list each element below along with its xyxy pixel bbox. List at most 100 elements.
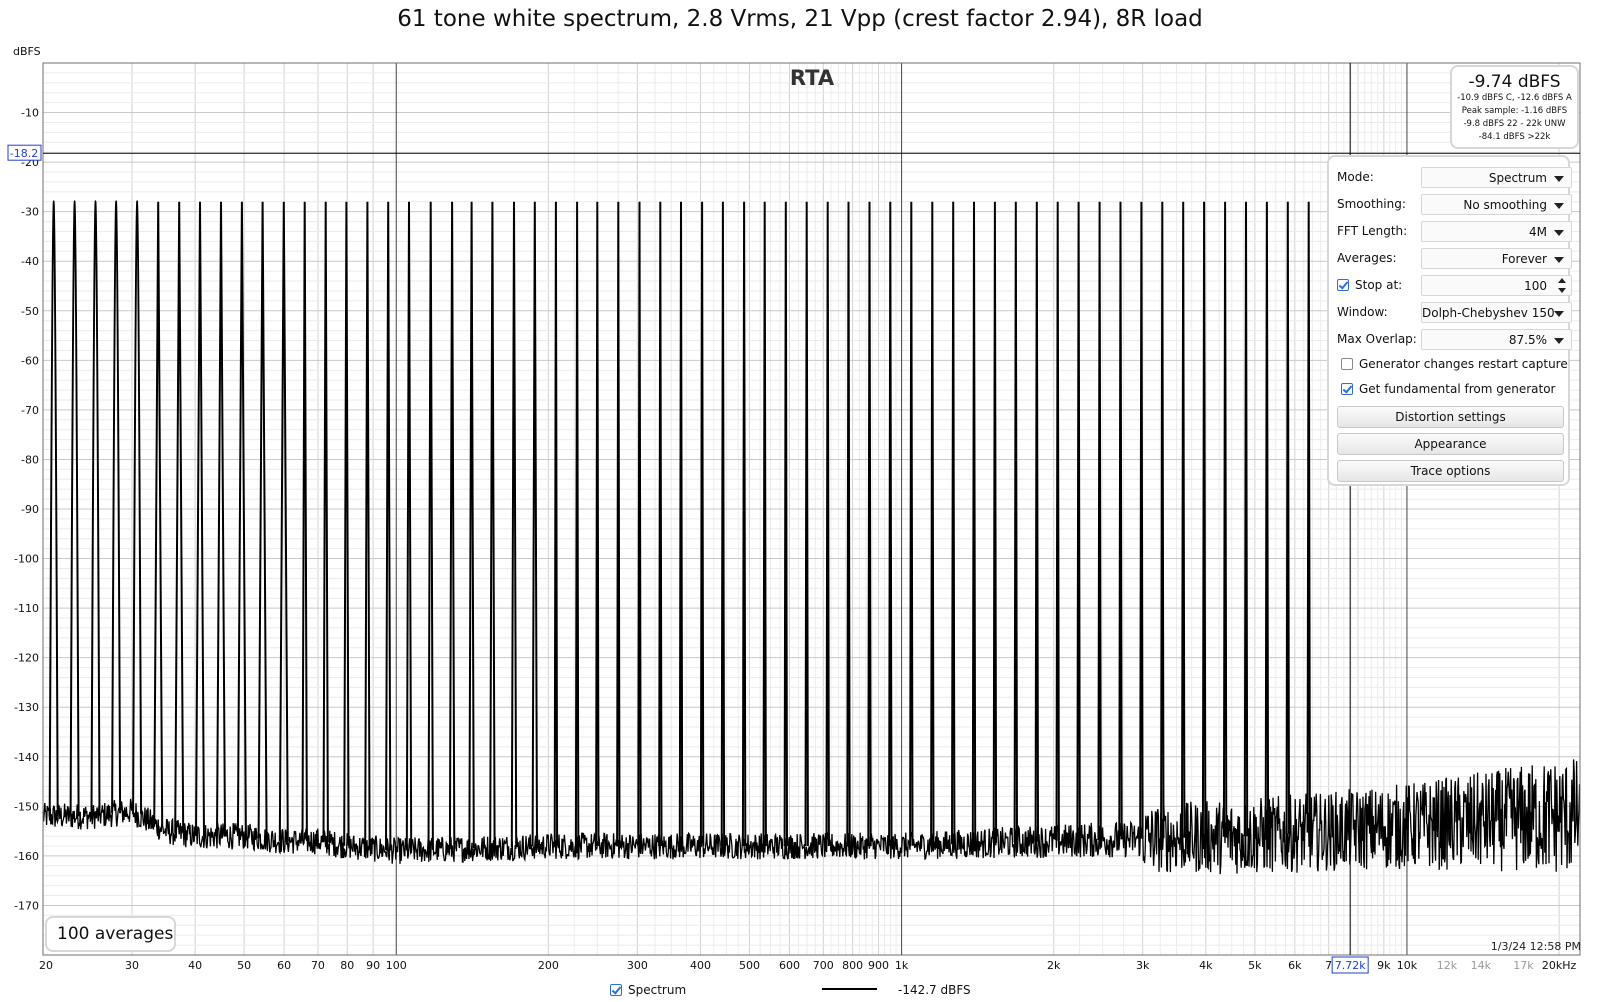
tone-peak xyxy=(1055,201,1060,841)
tone-peak xyxy=(1097,201,1102,840)
legend-spectrum-checkbox[interactable] xyxy=(610,984,622,996)
y-tick-label: -80 xyxy=(21,453,39,466)
tone-peak xyxy=(637,201,642,847)
legend-level: -142.7 dBFS xyxy=(898,983,971,997)
mode-label: Mode: xyxy=(1337,170,1374,184)
tone-peak xyxy=(1243,201,1249,837)
x-tick-label: 7 xyxy=(1325,959,1332,972)
stop-at-label: Stop at: xyxy=(1355,278,1403,292)
x-tick-label: 30 xyxy=(125,959,139,972)
x-tick-label: 300 xyxy=(627,959,648,972)
tone-peak xyxy=(153,199,164,827)
trace-options-button[interactable]: Trace options xyxy=(1337,460,1564,482)
noise-floor-trace xyxy=(42,759,1581,875)
x-tick-label: 5k xyxy=(1248,959,1262,972)
averages-row: Averages: Forever xyxy=(1337,248,1572,270)
rta-settings-panel: Mode: Spectrum Smoothing: No smoothing F… xyxy=(1327,155,1572,486)
get-fundamental-toggle[interactable]: Get fundamental from generator xyxy=(1341,382,1556,396)
spectrum-trace xyxy=(42,198,1581,875)
tone-peak xyxy=(1139,201,1144,839)
tone-peak xyxy=(888,201,893,847)
generator-restart-checkbox[interactable] xyxy=(1341,358,1353,370)
generator-restart-toggle[interactable]: Generator changes restart capture xyxy=(1341,357,1568,371)
tone-peak xyxy=(48,199,59,817)
tone-peak xyxy=(867,201,872,847)
tone-peak xyxy=(1013,201,1018,843)
appearance-button[interactable]: Appearance xyxy=(1337,433,1564,455)
get-fundamental-checkbox[interactable] xyxy=(1341,383,1353,395)
cursor-x-label-box xyxy=(1331,956,1369,974)
y-axis-ticks: -10-20-30-40-50-60-70-80-90-100-110-120-… xyxy=(14,107,39,913)
fft-length-row: FFT Length: 4M xyxy=(1337,221,1572,243)
y-tick-label: -50 xyxy=(21,305,39,318)
tone-peak xyxy=(1181,201,1186,838)
legend-line-swatch xyxy=(822,988,877,990)
tone-peak xyxy=(257,199,268,839)
y-tick-label: -10 xyxy=(21,107,39,120)
y-tick-label: -110 xyxy=(14,602,39,615)
tone-peak xyxy=(1201,201,1207,838)
tone-peak xyxy=(195,199,205,837)
chart-title: 61 tone white spectrum, 2.8 Vrms, 21 Vpp… xyxy=(397,6,1203,32)
legend-spectrum-label: Spectrum xyxy=(628,983,687,997)
tone-peak xyxy=(405,198,413,851)
stop-at-toggle[interactable]: Stop at: xyxy=(1337,278,1402,292)
tone-peak xyxy=(595,201,600,847)
x-tick-label: 20 xyxy=(39,959,53,972)
smoothing-label: Smoothing: xyxy=(1337,197,1406,211)
level-readout-line: -9.8 dBFS 22 - 22k UNW xyxy=(1463,119,1566,129)
y-tick-label: -60 xyxy=(21,354,39,367)
tone-peak xyxy=(364,198,371,849)
fft-length-select[interactable]: 4M xyxy=(1421,221,1572,242)
tone-peak xyxy=(531,198,538,847)
level-readout-line: Peak sample: -1.16 dBFS xyxy=(1461,106,1568,116)
cursor-y-label: -18.2 xyxy=(10,147,38,160)
stop-at-value: 100 xyxy=(1524,279,1547,293)
window-select[interactable]: Dolph-Chebyshev 150 xyxy=(1421,302,1572,323)
x-tick-label: 900 xyxy=(868,959,889,972)
y-tick-label: -130 xyxy=(14,701,39,714)
fft-length-label: FFT Length: xyxy=(1337,224,1408,238)
max-overlap-row: Max Overlap: 87.5% xyxy=(1337,329,1572,351)
mode-select[interactable]: Spectrum xyxy=(1421,167,1572,188)
tone-peak xyxy=(69,199,80,817)
legend-spectrum-toggle[interactable]: Spectrum xyxy=(610,983,686,997)
tone-peak xyxy=(1076,201,1081,841)
x-tick-label: 90 xyxy=(366,959,380,972)
x-tick-label: 50 xyxy=(237,959,251,972)
tone-peak xyxy=(90,199,101,816)
x-tick-label: 500 xyxy=(739,959,760,972)
x-tick-label: 3k xyxy=(1136,959,1150,972)
x-tick-label: 80 xyxy=(340,959,354,972)
tone-peak xyxy=(385,198,392,851)
stop-at-spinbox[interactable]: 100 xyxy=(1421,275,1572,296)
tone-peak xyxy=(343,198,350,846)
level-readout-line: -84.1 dBFS >22k xyxy=(1478,132,1551,142)
tone-peak xyxy=(762,201,767,847)
max-overlap-select[interactable]: 87.5% xyxy=(1421,329,1572,350)
stop-at-row: Stop at: 100 xyxy=(1337,275,1572,297)
tone-peak xyxy=(930,201,935,846)
smoothing-select[interactable]: No smoothing xyxy=(1421,194,1572,215)
smoothing-row: Smoothing: No smoothing xyxy=(1337,194,1572,216)
get-fundamental-label: Get fundamental from generator xyxy=(1359,382,1556,396)
spin-arrows-icon[interactable] xyxy=(1558,278,1567,294)
tone-peak xyxy=(741,201,747,847)
tone-peak xyxy=(1264,201,1270,836)
x-tick-label: 40 xyxy=(188,959,202,972)
stop-at-checkbox[interactable] xyxy=(1337,279,1349,291)
x-tick-label: 4k xyxy=(1199,959,1213,972)
averages-select[interactable]: Forever xyxy=(1421,248,1572,269)
tone-peak xyxy=(699,201,705,847)
chart-subtitle-rta: RTA xyxy=(790,66,835,90)
mode-row: Mode: Spectrum xyxy=(1337,167,1572,189)
tone-peak xyxy=(951,201,956,845)
tone-peak xyxy=(846,201,851,847)
tone-peak xyxy=(971,201,977,844)
x-tick-label: 700 xyxy=(813,959,834,972)
distortion-settings-button[interactable]: Distortion settings xyxy=(1337,406,1564,428)
grid-minor xyxy=(42,62,1580,956)
x-tick-label: 10k xyxy=(1397,959,1418,972)
x-axis-ticks: 20 30 40 50 60 70 80 90 100 200 300 400 500 600 700 800… xyxy=(39,959,1577,972)
